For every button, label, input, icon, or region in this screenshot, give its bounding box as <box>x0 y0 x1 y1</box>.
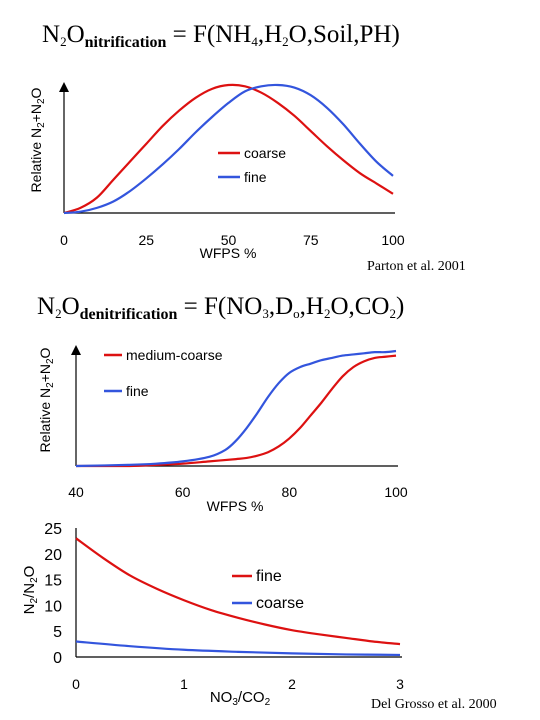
eq-text: ,H <box>257 21 283 48</box>
y-tick-label: 20 <box>44 547 62 564</box>
x-tick-label: 60 <box>175 484 191 500</box>
eq-subscript: 2 <box>389 306 397 321</box>
legend: coarse fine <box>218 145 286 185</box>
axes: 0 1 2 3 0 5 10 15 20 25 <box>44 521 404 692</box>
legend-label: fine <box>244 169 267 185</box>
eq-text: O <box>61 293 80 320</box>
y-tick-label: 5 <box>53 624 62 641</box>
series-group <box>63 83 394 215</box>
legend-label: coarse <box>244 145 286 161</box>
equation-denitrification: N2Odenitrification = F(NO3,Do,H2O,CO2) <box>37 292 404 330</box>
series-line-medium-coarse <box>75 354 397 468</box>
eq-text: O,Soil,PH) <box>288 21 400 48</box>
eq-subscript: 2 <box>323 306 331 321</box>
series-line-fine <box>75 537 401 646</box>
series-line-fine <box>63 83 394 215</box>
eq-text: ,D <box>268 293 294 320</box>
y-axis-label: Relative N2+N2O <box>37 347 56 452</box>
x-tick-label: 25 <box>138 232 154 248</box>
series-line-coarse <box>63 83 394 215</box>
y-tick-label: 25 <box>44 521 62 538</box>
eq-text: O <box>66 21 85 48</box>
axes: 0 25 50 75 100 <box>59 82 405 248</box>
x-tick-label: 40 <box>68 484 84 500</box>
eq-subscript: 2 <box>55 306 62 321</box>
eq-subscript-label: nitrification <box>84 34 167 51</box>
eq-text: ) <box>396 293 405 320</box>
y-tick-label: 15 <box>44 573 62 590</box>
eq-text: ,H <box>299 293 324 320</box>
x-tick-label: 100 <box>381 232 405 248</box>
y-axis-arrow <box>71 345 81 355</box>
x-tick-label: 2 <box>288 676 296 692</box>
x-tick-label: 50 <box>221 232 237 248</box>
x-tick-label: 0 <box>72 676 80 692</box>
eq-text: N <box>42 21 61 48</box>
legend-label: medium-coarse <box>126 347 223 363</box>
eq-text: = F(NH <box>166 21 252 48</box>
eq-subscript-label: denitrification <box>79 306 178 323</box>
y-axis-arrow <box>59 82 69 92</box>
eq-subscript: o <box>293 306 300 321</box>
x-tick-label: 75 <box>303 232 319 248</box>
x-axis-label: WFPS % <box>207 498 264 514</box>
x-axis-label: WFPS % <box>200 245 257 261</box>
eq-subscript: 4 <box>251 34 258 49</box>
x-tick-label: 0 <box>60 232 68 248</box>
y-axis-label: Relative N2+N2O <box>28 87 47 192</box>
eq-subscript: 2 <box>282 34 289 49</box>
legend-label: fine <box>256 568 282 585</box>
eq-subscript: 2 <box>60 34 67 49</box>
series-group <box>75 537 401 657</box>
eq-text: O,CO <box>330 293 390 320</box>
series-group <box>75 349 397 468</box>
eq-text: N <box>37 293 56 320</box>
chart-denitrification: 40 60 80 100 medium-coarse fine Relative N2+… <box>37 345 408 514</box>
citation: Del Grosso et al. 2000 <box>371 697 497 712</box>
x-tick-label: 3 <box>396 676 404 692</box>
legend-label: fine <box>126 383 149 399</box>
legend-label: coarse <box>256 595 304 612</box>
legend: medium-coarse fine <box>104 347 223 399</box>
eq-subscript: 3 <box>262 306 269 321</box>
equation-nitrification: N2Onitrification = F(NH4,H2O,Soil,PH) <box>42 20 400 58</box>
legend: fine coarse <box>232 568 304 612</box>
y-tick-label: 0 <box>53 650 62 667</box>
x-axis-label: NO3/CO2 <box>210 689 271 708</box>
chart-nitrification: 0 25 50 75 100 coarse fine Relative N2+N2O WF… <box>28 82 405 261</box>
series-line-coarse <box>75 640 401 657</box>
x-tick-label: 80 <box>282 484 298 500</box>
citation: Parton et al. 2001 <box>367 259 466 274</box>
eq-text: = F(NO <box>177 293 263 320</box>
y-tick-label: 10 <box>44 598 62 615</box>
y-axis-label: N2/N2O <box>21 566 40 615</box>
x-tick-label: 1 <box>180 676 188 692</box>
x-tick-label: 100 <box>384 484 408 500</box>
series-line-fine <box>75 349 397 468</box>
